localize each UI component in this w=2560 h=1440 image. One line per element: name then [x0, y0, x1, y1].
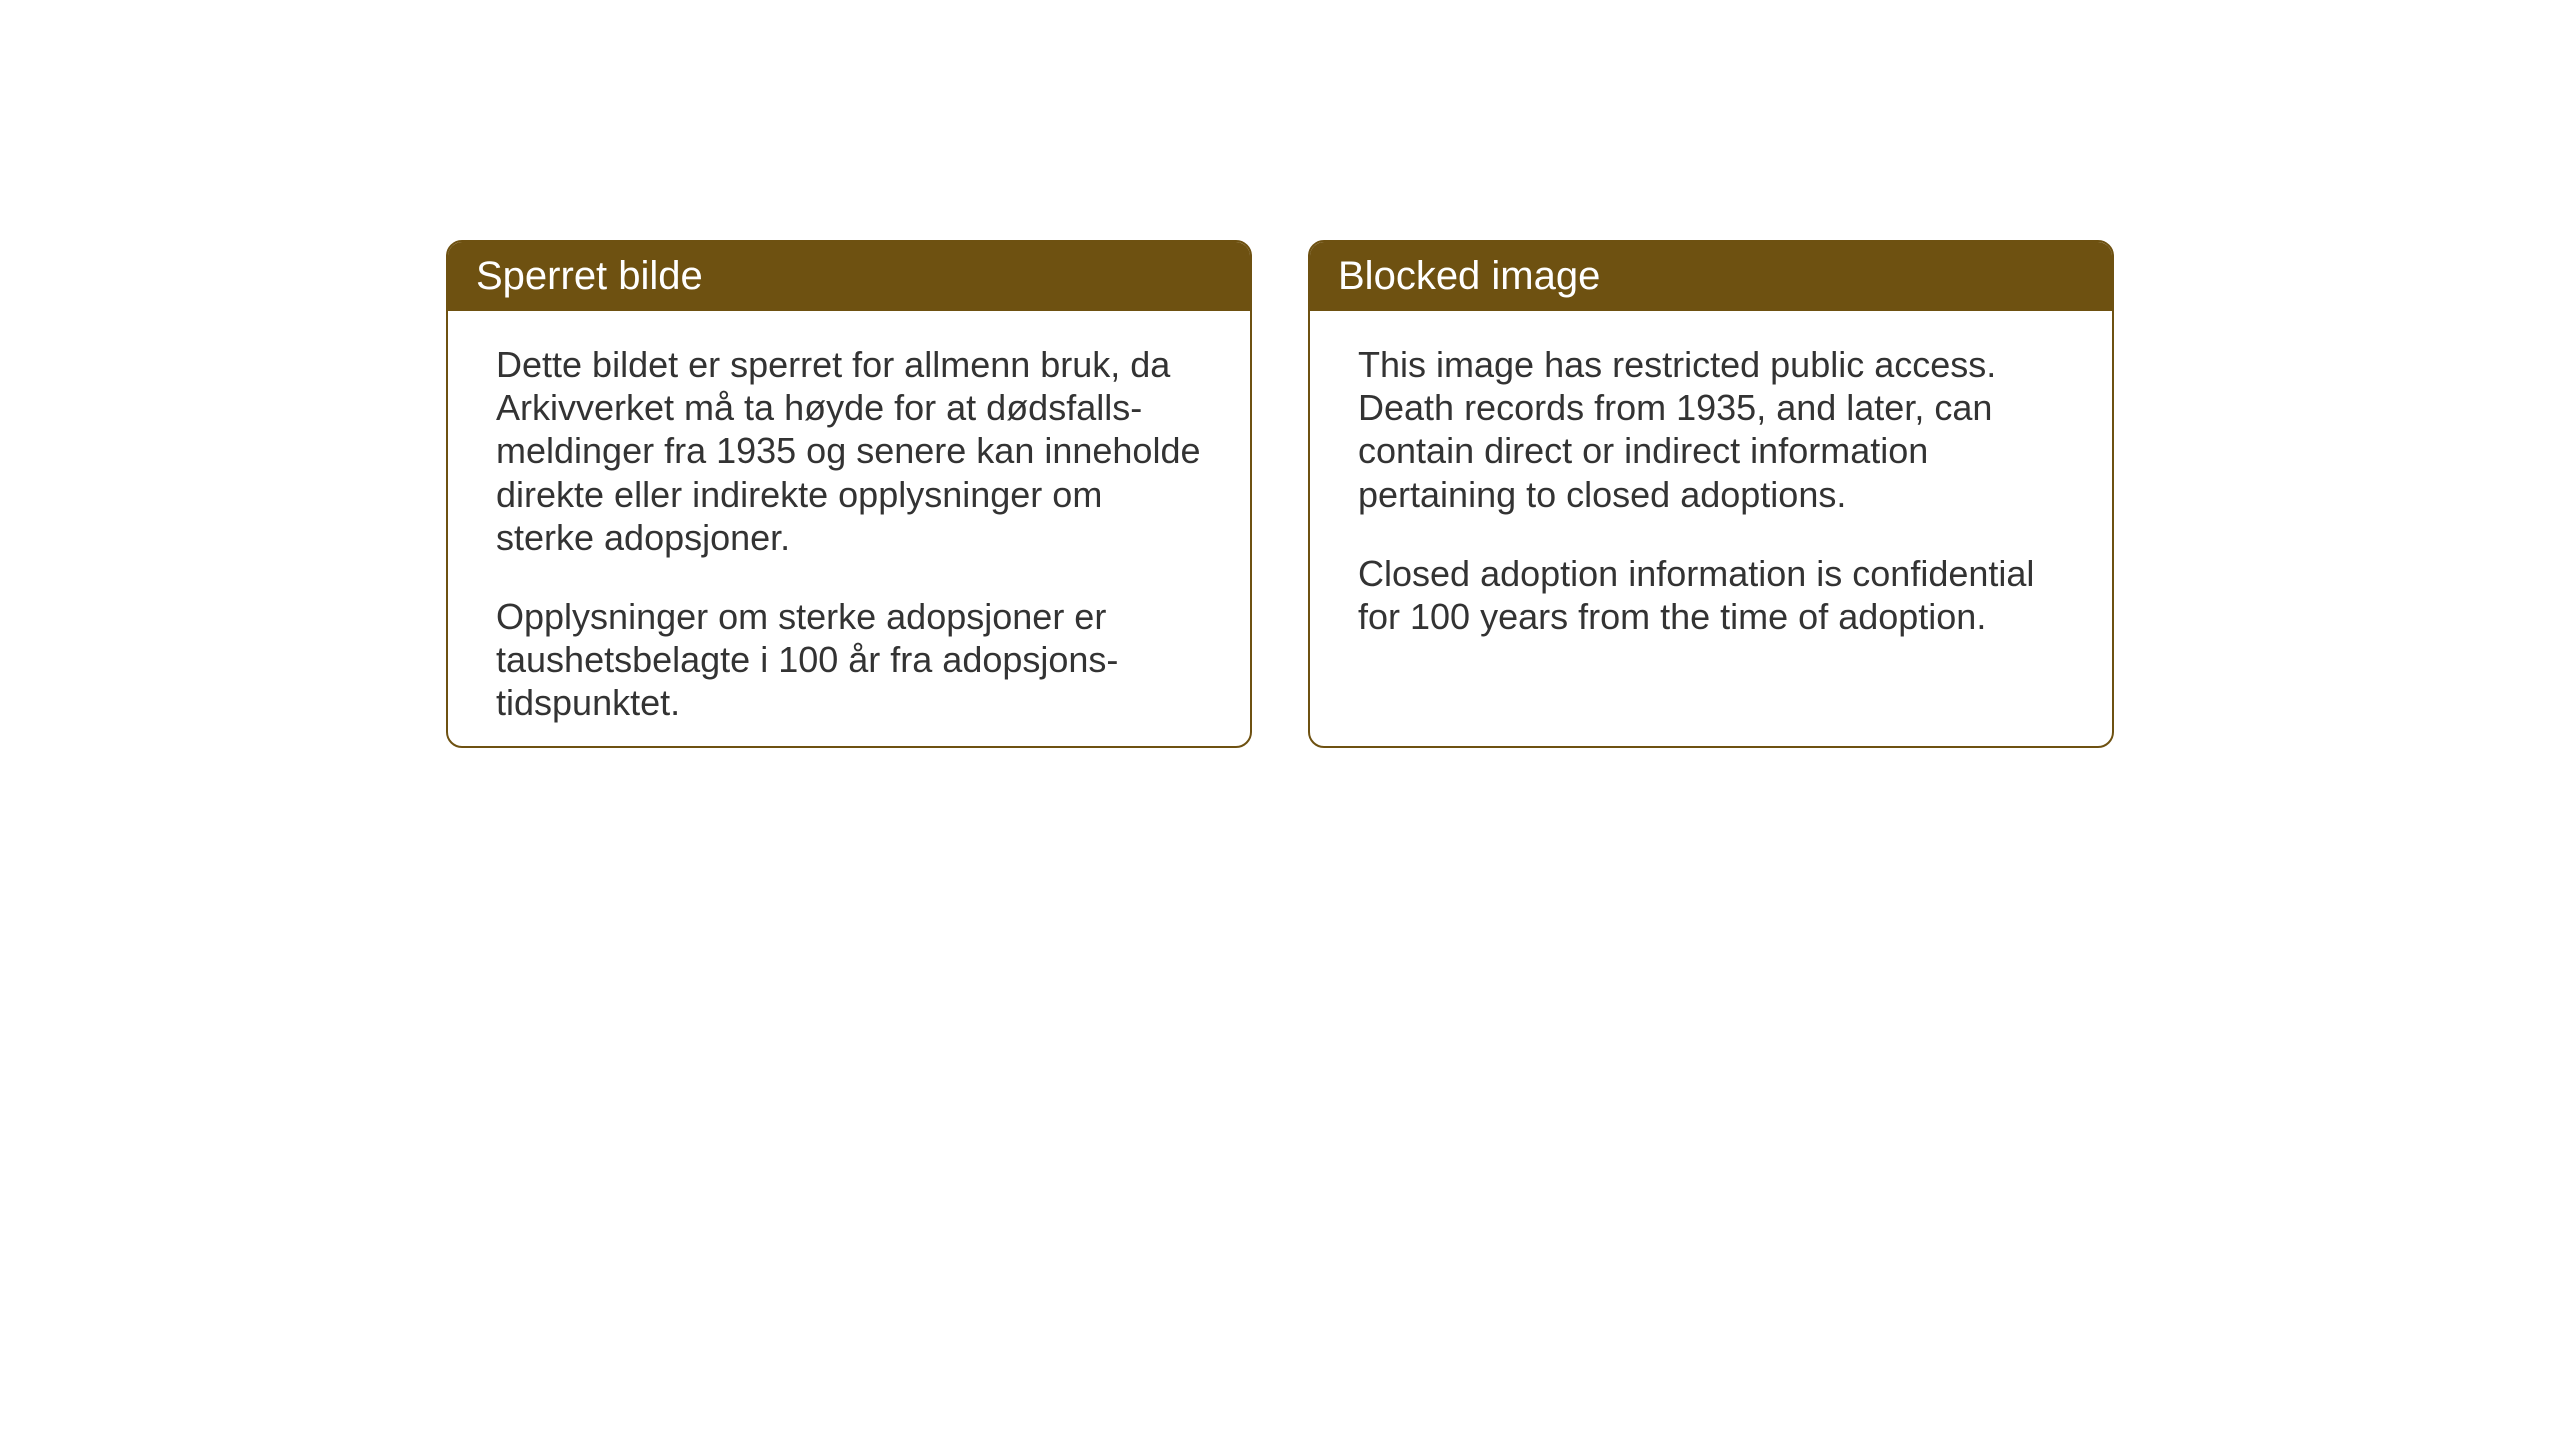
notice-body-english: This image has restricted public access.… — [1310, 311, 2112, 670]
notice-card-english: Blocked image This image has restricted … — [1308, 240, 2114, 748]
notice-body-norwegian: Dette bildet er sperret for allmenn bruk… — [448, 311, 1250, 748]
notice-paragraph-2-english: Closed adoption information is confident… — [1358, 552, 2064, 638]
notice-container: Sperret bilde Dette bildet er sperret fo… — [446, 240, 2114, 748]
notice-title-english: Blocked image — [1310, 242, 2112, 311]
notice-card-norwegian: Sperret bilde Dette bildet er sperret fo… — [446, 240, 1252, 748]
notice-paragraph-1-english: This image has restricted public access.… — [1358, 343, 2064, 516]
notice-paragraph-1-norwegian: Dette bildet er sperret for allmenn bruk… — [496, 343, 1202, 559]
notice-title-norwegian: Sperret bilde — [448, 242, 1250, 311]
notice-paragraph-2-norwegian: Opplysninger om sterke adopsjoner er tau… — [496, 595, 1202, 725]
